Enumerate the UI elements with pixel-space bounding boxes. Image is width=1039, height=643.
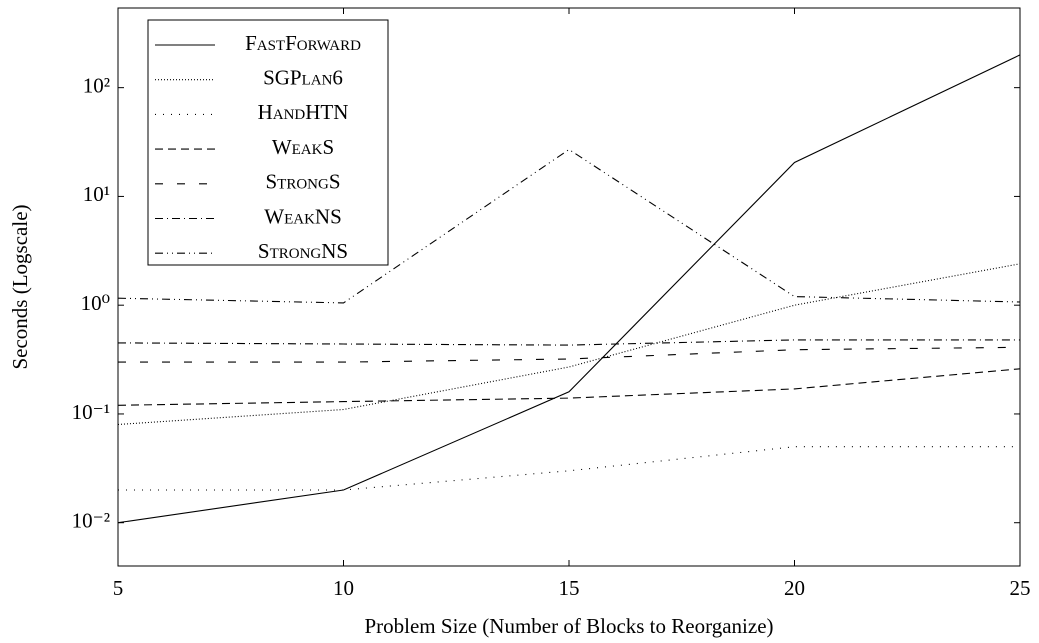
y-tick-label: 10⁻² bbox=[72, 509, 110, 533]
x-tick-label: 15 bbox=[559, 576, 580, 600]
series-line bbox=[118, 446, 1020, 491]
y-axis-label: Seconds (Logscale) bbox=[8, 204, 32, 369]
series-line bbox=[117, 148, 1021, 304]
legend-label: WeakS bbox=[272, 135, 334, 159]
legend-label: HandHTN bbox=[258, 100, 349, 124]
legend-label: SGPlan6 bbox=[263, 66, 343, 90]
x-tick-label: 10 bbox=[333, 576, 354, 600]
y-tick-label: 10⁰ bbox=[81, 291, 110, 315]
series-line bbox=[117, 54, 1021, 524]
legend-box bbox=[147, 19, 389, 266]
x-tick-label: 5 bbox=[113, 576, 124, 600]
y-tick-label: 10² bbox=[83, 73, 110, 97]
legend-label: StrongS bbox=[265, 170, 340, 194]
y-tick-label: 10⁻¹ bbox=[72, 400, 110, 424]
series-line bbox=[117, 263, 1021, 426]
x-tick-label: 20 bbox=[784, 576, 805, 600]
y-tick-label: 10¹ bbox=[83, 182, 110, 206]
x-axis-label: Problem Size (Number of Blocks to Reorga… bbox=[364, 614, 773, 638]
legend-label: StrongNS bbox=[258, 239, 348, 263]
legend-label: FastForward bbox=[245, 31, 361, 55]
series-line bbox=[117, 339, 1020, 346]
series-line bbox=[118, 346, 1021, 363]
x-tick-label: 25 bbox=[1010, 576, 1031, 600]
series-line bbox=[117, 368, 1021, 406]
legend-label: WeakNS bbox=[264, 204, 342, 228]
